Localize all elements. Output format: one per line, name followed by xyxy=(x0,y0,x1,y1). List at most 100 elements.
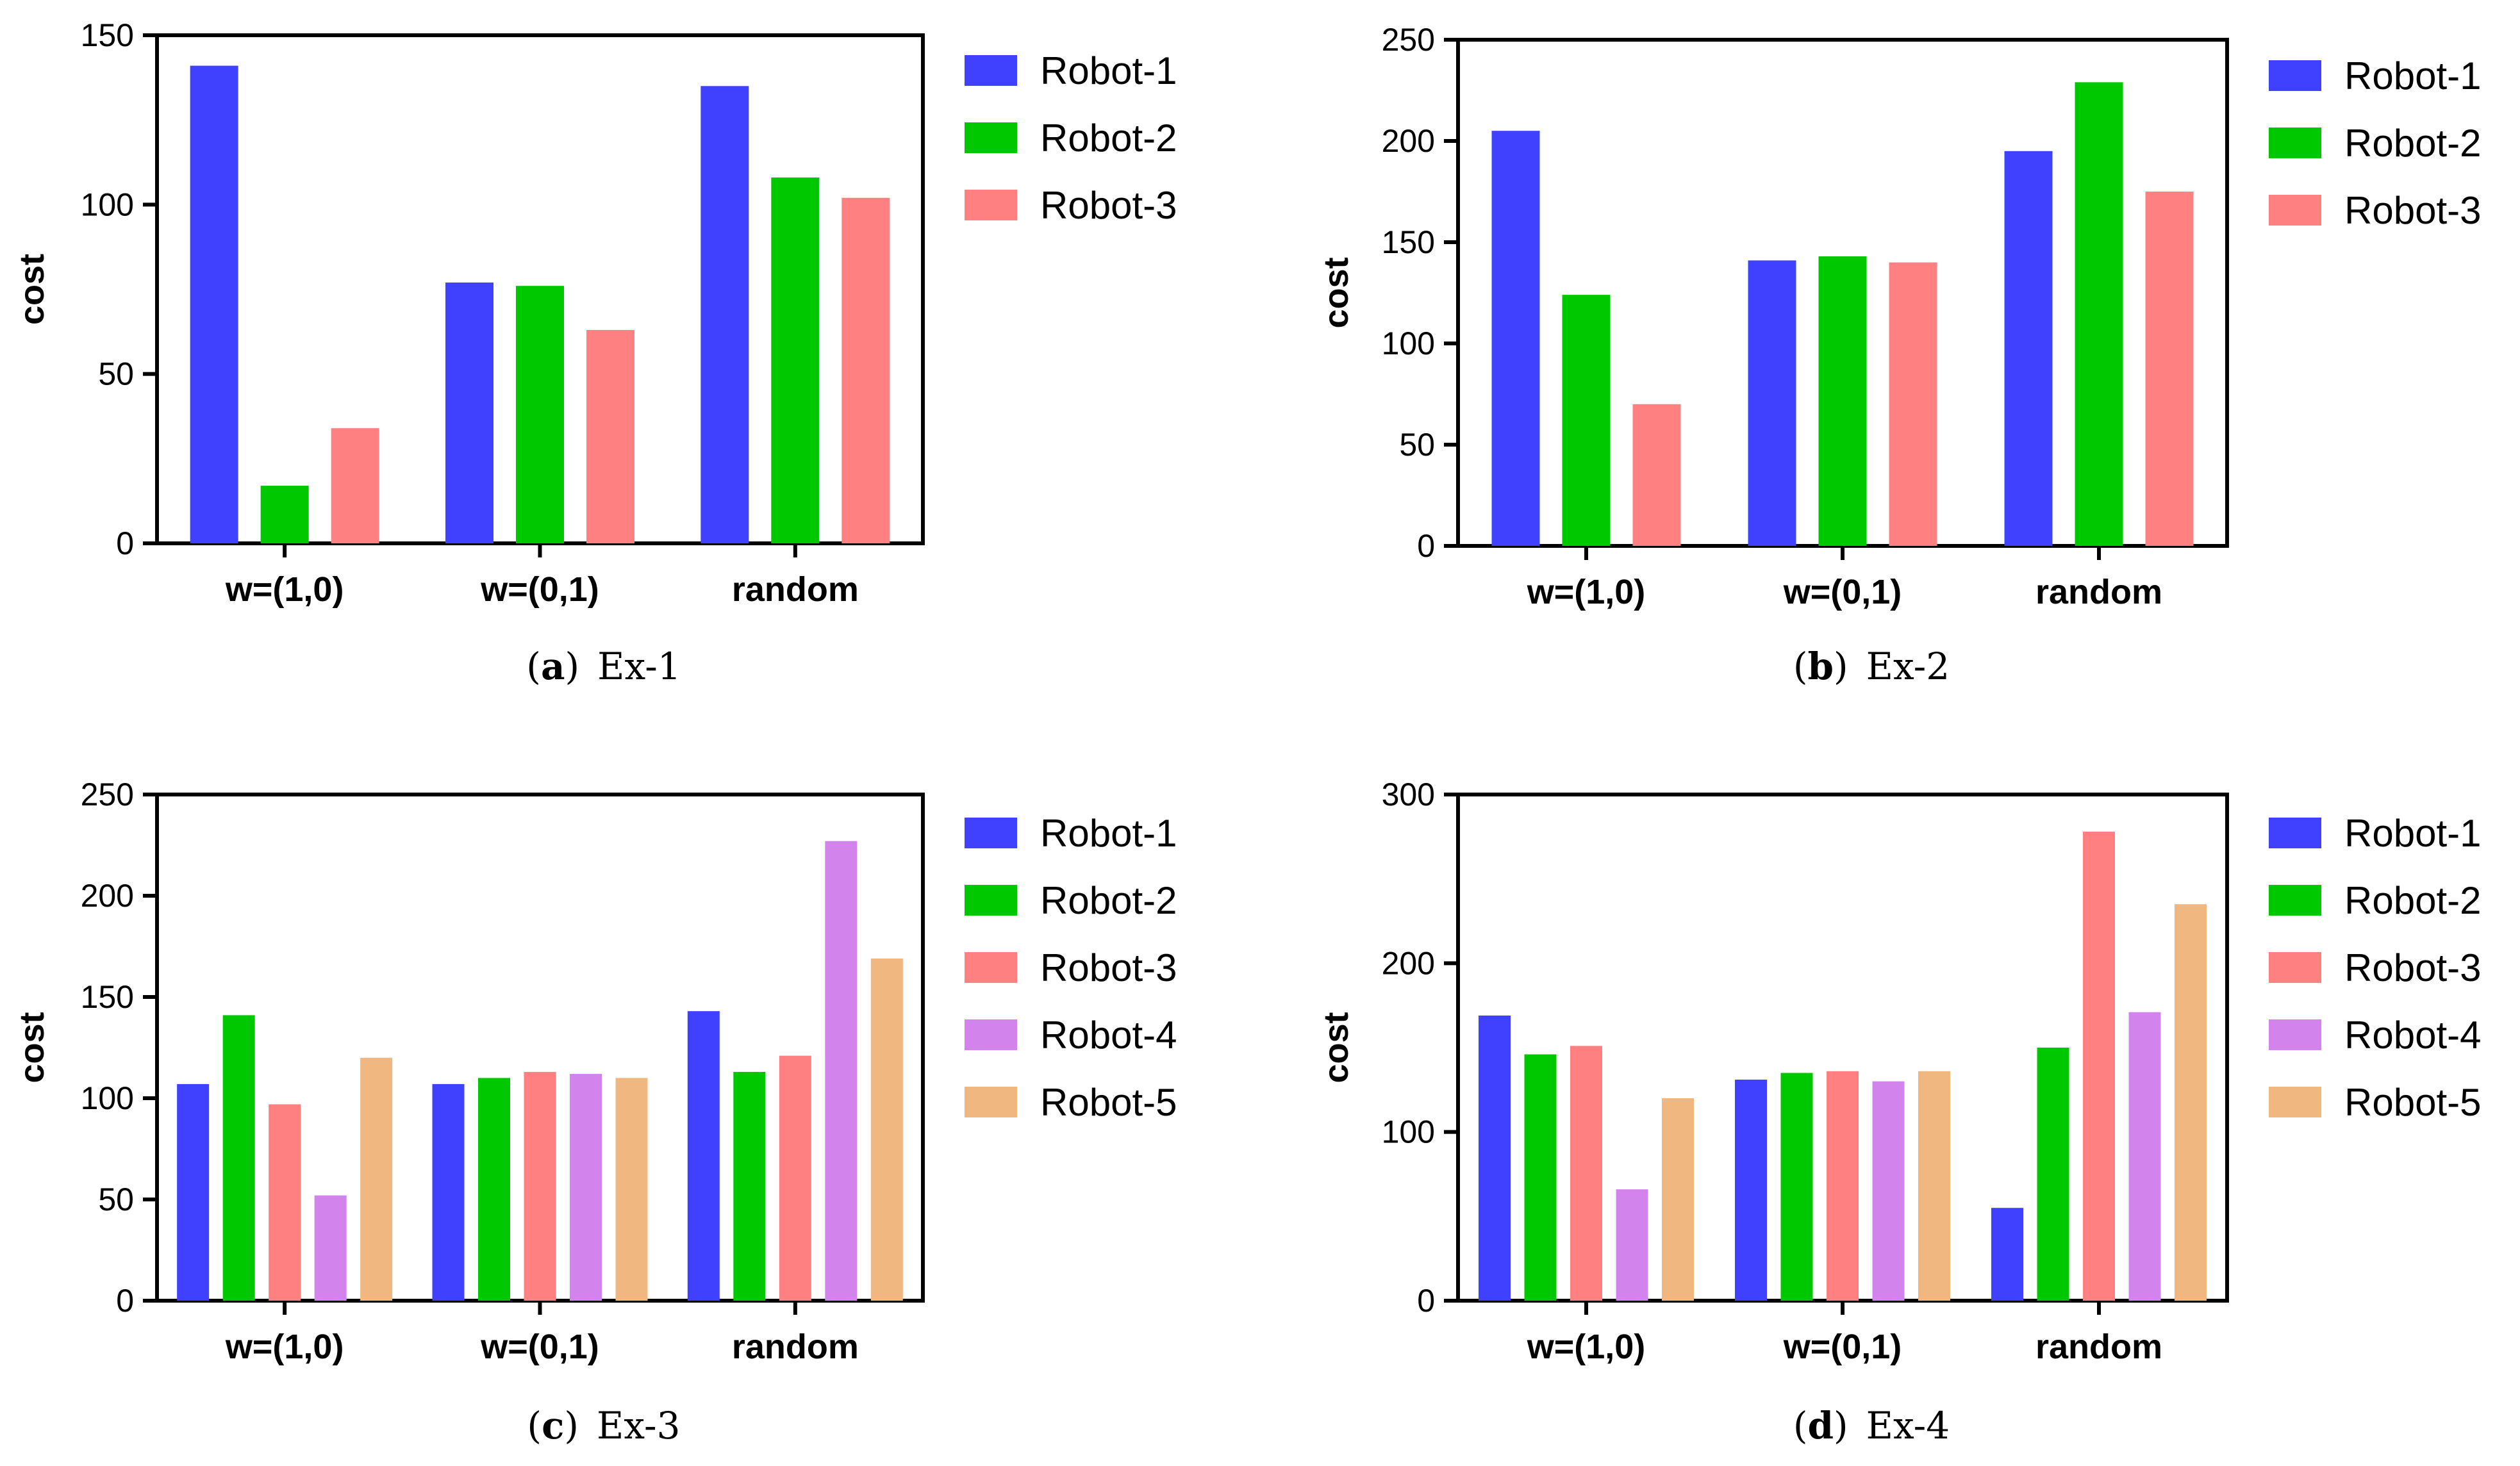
caption-letter: d xyxy=(1807,1404,1834,1447)
legend: Robot-1 Robot-2 Robot-3 Robot-4 Robot-5 xyxy=(965,812,1177,1124)
y-axis-label: cost xyxy=(1317,1012,1355,1083)
y-axis-label: cost xyxy=(13,254,51,325)
y-tick-label: 200 xyxy=(1382,123,1435,159)
y-tick-label: 250 xyxy=(1382,22,1435,58)
caption-letter: b xyxy=(1807,645,1834,688)
bar-robot-3-3 xyxy=(841,197,890,543)
bar-robot-4-3 xyxy=(2128,1012,2161,1301)
caption-paren-open: ( xyxy=(526,645,541,688)
bar-robot-3-3 xyxy=(779,1055,811,1301)
caption-paren-close: ) xyxy=(564,1404,579,1447)
caption-text: Ex-2 xyxy=(1866,645,1950,688)
chart-panel-a: 0 50 100 150 cost w=(1,0) w=(0,1) random Robot-1… xyxy=(13,17,1177,688)
chart-panel-b: 0 50 100 150 200 250 cost w=(1,0) w=(0,1) random R… xyxy=(1317,22,2481,688)
legend-swatch-robot-3 xyxy=(2269,195,2321,226)
bar-robot-5-3 xyxy=(870,958,903,1301)
bar-robot-1-2 xyxy=(1748,260,1796,546)
bar-robot-3-2 xyxy=(524,1071,556,1301)
bar-robot-2-1 xyxy=(1524,1054,1557,1301)
y-tick-label: 0 xyxy=(1417,1283,1435,1319)
bar-robot-1-2 xyxy=(445,282,493,543)
caption-paren-close: ) xyxy=(1834,645,1848,688)
bar-robot-5-2 xyxy=(615,1078,648,1301)
x-category-label: random xyxy=(732,1328,859,1366)
caption-letter: a xyxy=(541,645,565,688)
bar-robot-1-3 xyxy=(700,86,749,544)
subfigure-caption: (a) Ex-1 xyxy=(526,645,681,688)
caption-paren-open: ( xyxy=(1793,645,1808,688)
legend-label: Robot-2 xyxy=(1040,879,1177,922)
x-category-label: w=(1,0) xyxy=(225,1328,344,1366)
bar-robot-5-2 xyxy=(1918,1071,1950,1301)
x-category-label: w=(0,1) xyxy=(480,1328,599,1366)
bar-robot-3-3 xyxy=(2145,192,2194,546)
bar-robot-1-2 xyxy=(432,1083,465,1301)
bar-robot-2-1 xyxy=(260,486,309,543)
legend-label: Robot-4 xyxy=(2344,1014,2481,1057)
y-tick-label: 0 xyxy=(116,1283,134,1319)
bar-robot-5-1 xyxy=(360,1057,393,1301)
bar-robot-3-1 xyxy=(1570,1046,1602,1301)
bar-robot-2-3 xyxy=(733,1071,766,1301)
y-tick-label: 100 xyxy=(81,1080,134,1116)
bar-robot-1-3 xyxy=(687,1011,720,1301)
bar-robot-1-2 xyxy=(1735,1080,1767,1301)
bar-robot-3-1 xyxy=(269,1104,301,1301)
bar-robot-3-3 xyxy=(2083,831,2115,1301)
y-tick-label: 50 xyxy=(1399,427,1435,463)
caption-paren-open: ( xyxy=(1793,1404,1808,1447)
bar-robot-1-1 xyxy=(190,65,238,543)
legend-label: Robot-2 xyxy=(2344,879,2481,922)
y-tick-label: 150 xyxy=(81,979,134,1015)
x-category-label: w=(0,1) xyxy=(1783,1328,1902,1366)
y-tick-label: 0 xyxy=(1417,528,1435,564)
y-tick-label: 150 xyxy=(81,17,134,53)
bar-robot-3-1 xyxy=(1632,404,1681,546)
bar-robot-2-1 xyxy=(1562,295,1611,546)
subfigure-caption: (c) Ex-3 xyxy=(527,1404,680,1447)
y-tick-label: 100 xyxy=(81,186,134,222)
y-tick-label: 0 xyxy=(116,525,134,561)
bar-robot-2-2 xyxy=(1818,256,1867,546)
y-tick-label: 200 xyxy=(1382,945,1435,981)
legend-label: Robot-1 xyxy=(2344,54,2481,97)
bar-robot-2-1 xyxy=(222,1015,255,1301)
bar-robot-2-2 xyxy=(516,286,564,543)
y-tick-label: 100 xyxy=(1382,325,1435,361)
x-category-label: random xyxy=(2035,573,2162,611)
bar-robot-2-3 xyxy=(771,177,820,543)
x-category-label: w=(1,0) xyxy=(1527,573,1646,611)
bar-robot-4-2 xyxy=(1872,1081,1905,1301)
legend: Robot-1 Robot-2 Robot-3 xyxy=(2269,54,2481,232)
legend-swatch-robot-3 xyxy=(2269,952,2321,983)
legend-label: Robot-2 xyxy=(1040,117,1177,160)
y-tick-label: 100 xyxy=(1382,1114,1435,1150)
legend-label: Robot-3 xyxy=(2344,946,2481,989)
caption-paren-close: ) xyxy=(1834,1404,1848,1447)
legend-label: Robot-5 xyxy=(2344,1081,2481,1124)
x-category-label: w=(0,1) xyxy=(480,570,599,609)
legend-label: Robot-3 xyxy=(1040,184,1177,227)
subfigure-caption: (b) Ex-2 xyxy=(1793,645,1950,688)
legend-swatch-robot-3 xyxy=(965,952,1017,983)
y-tick-label: 50 xyxy=(98,356,134,392)
y-tick-label: 200 xyxy=(81,878,134,914)
caption-paren-open: ( xyxy=(527,1404,542,1447)
bar-robot-3-2 xyxy=(586,329,634,543)
legend-swatch-robot-4 xyxy=(965,1019,1017,1050)
legend-swatch-robot-2 xyxy=(2269,128,2321,158)
bar-robot-3-1 xyxy=(331,428,379,543)
legend-label: Robot-4 xyxy=(1040,1014,1177,1057)
legend-swatch-robot-3 xyxy=(965,190,1017,220)
bar-robot-4-1 xyxy=(1616,1189,1648,1301)
x-category-label: random xyxy=(732,570,859,609)
legend-label: Robot-1 xyxy=(1040,49,1177,92)
chart-panel-c: 0 50 100 150 200 250 cost w=(1,0) w=(0,1) random R… xyxy=(13,777,1177,1447)
bar-robot-2-2 xyxy=(478,1078,510,1301)
legend-swatch-robot-2 xyxy=(965,885,1017,916)
bar-robot-5-3 xyxy=(2175,904,2207,1301)
bar-robot-4-2 xyxy=(570,1074,602,1301)
legend-swatch-robot-5 xyxy=(965,1087,1017,1117)
legend-label: Robot-1 xyxy=(2344,812,2481,855)
